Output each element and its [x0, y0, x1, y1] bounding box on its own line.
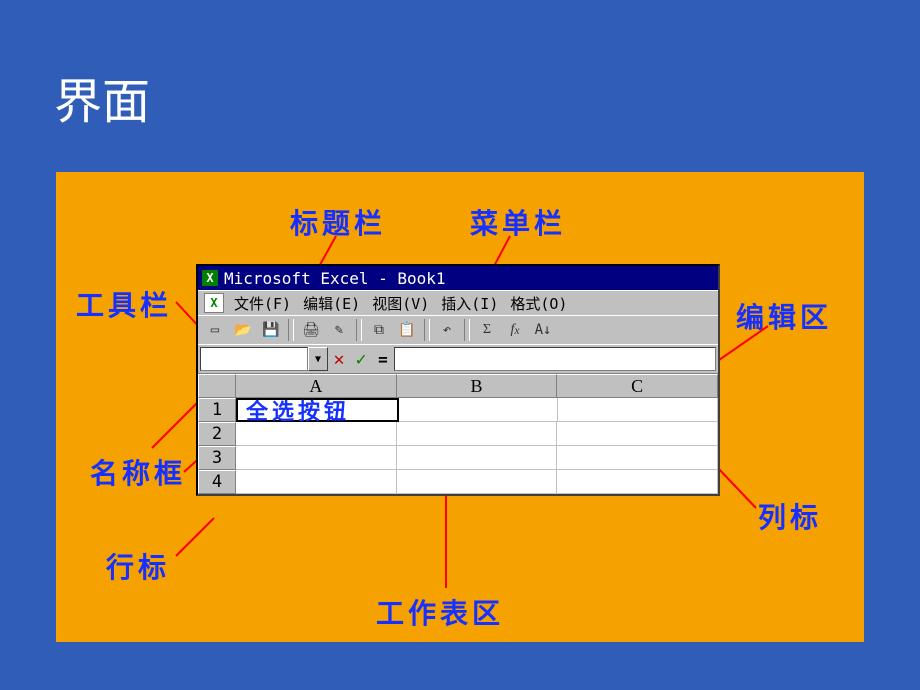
cell-b2[interactable] [397, 422, 558, 446]
tb-fx-icon[interactable]: fx [502, 318, 528, 342]
cell-a3[interactable] [236, 446, 397, 470]
select-all-corner[interactable] [198, 374, 236, 398]
cell-b4[interactable] [397, 470, 558, 494]
tb-new-icon[interactable]: ▭ [202, 318, 228, 342]
tb-save-icon[interactable]: 💾 [258, 318, 284, 342]
workbook-icon [204, 293, 224, 313]
label-editarea: 编辑区 [736, 296, 832, 336]
col-header-b[interactable]: B [397, 374, 558, 398]
tb-separator [288, 319, 294, 341]
menu-insert[interactable]: 插入(I) [435, 293, 504, 314]
tb-separator [424, 319, 430, 341]
cell-c4[interactable] [557, 470, 718, 494]
formula-bar: ▼ ✕ ✓ = [198, 344, 718, 373]
excel-window: Microsoft Excel - Book1 文件(F) 编辑(E) 视图(V… [196, 264, 720, 496]
row-header-3[interactable]: 3 [198, 446, 236, 470]
slide-title: 界面 [54, 62, 150, 132]
grid-row: 4 [198, 470, 718, 494]
row-header-1[interactable]: 1 [198, 398, 236, 422]
cell-a1-text: 全选按钮 [238, 394, 350, 426]
cell-b3[interactable] [397, 446, 558, 470]
tb-spell-icon[interactable]: ✎ [326, 318, 352, 342]
menu-format[interactable]: 格式(O) [504, 293, 573, 314]
label-titlebar: 标题栏 [290, 202, 386, 242]
formula-input[interactable] [394, 347, 716, 371]
cell-c3[interactable] [557, 446, 718, 470]
window-titlebar[interactable]: Microsoft Excel - Book1 [198, 266, 718, 290]
tb-undo-icon[interactable]: ↶ [434, 318, 460, 342]
row-header-2[interactable]: 2 [198, 422, 236, 446]
cell-a1[interactable]: 全选按钮 [236, 398, 399, 422]
tb-sum-icon[interactable]: Σ [474, 318, 500, 342]
annotated-figure: 标题栏 菜单栏 工具栏 编辑区 名称框 行标 列标 工作表区 Microsoft… [56, 172, 864, 642]
col-header-c[interactable]: C [557, 374, 718, 398]
label-colhdr: 列标 [758, 496, 822, 536]
row-header-4[interactable]: 4 [198, 470, 236, 494]
excel-app-icon [202, 270, 218, 286]
menu-view[interactable]: 视图(V) [366, 293, 435, 314]
standard-toolbar: ▭ 📂 💾 🖨 ✎ ⧉ 📋 ↶ Σ fx A↓ [198, 315, 718, 344]
label-namebox: 名称框 [90, 452, 186, 492]
grid-row: 1 全选按钮 [198, 398, 718, 422]
formula-edit-icon[interactable]: = [372, 348, 394, 370]
cell-b1[interactable] [399, 398, 559, 422]
tb-print-icon[interactable]: 🖨 [298, 318, 324, 342]
cell-c1[interactable] [558, 398, 718, 422]
name-box[interactable] [200, 347, 308, 371]
tb-open-icon[interactable]: 📂 [230, 318, 256, 342]
menu-bar: 文件(F) 编辑(E) 视图(V) 插入(I) 格式(O) [198, 290, 718, 315]
tb-separator [464, 319, 470, 341]
label-toolbar: 工具栏 [76, 284, 172, 324]
menu-edit[interactable]: 编辑(E) [297, 293, 366, 314]
cell-a4[interactable] [236, 470, 397, 494]
menu-file[interactable]: 文件(F) [228, 293, 297, 314]
cell-c2[interactable] [557, 422, 718, 446]
tb-copy-icon[interactable]: ⧉ [366, 318, 392, 342]
formula-enter-icon[interactable]: ✓ [350, 348, 372, 370]
name-box-dropdown-icon[interactable]: ▼ [308, 347, 328, 371]
grid-row: 3 [198, 446, 718, 470]
tb-paste-icon[interactable]: 📋 [394, 318, 420, 342]
worksheet-grid: A B C 1 全选按钮 2 3 [198, 373, 718, 494]
tb-sort-icon[interactable]: A↓ [530, 318, 556, 342]
window-title-text: Microsoft Excel - Book1 [224, 269, 446, 288]
label-sheetarea: 工作表区 [376, 592, 504, 632]
tb-separator [356, 319, 362, 341]
formula-cancel-icon[interactable]: ✕ [328, 348, 350, 370]
label-rowhdr: 行标 [106, 546, 170, 586]
label-menubar: 菜单栏 [470, 202, 566, 242]
